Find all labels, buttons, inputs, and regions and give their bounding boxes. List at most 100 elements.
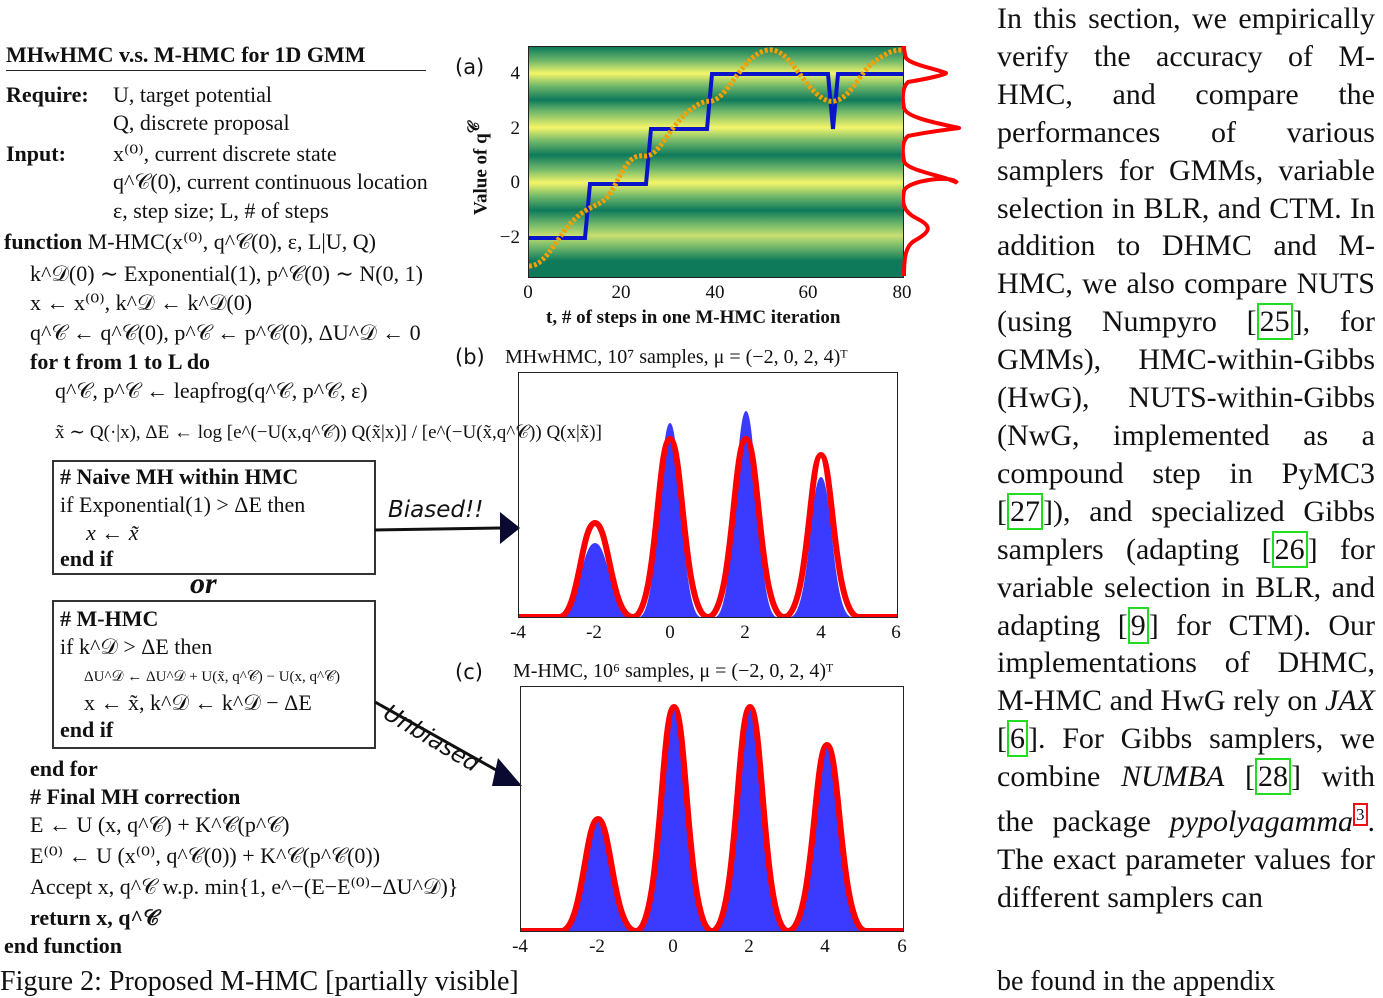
a-ytick: 4 (510, 63, 521, 84)
jax-term: JAX (1325, 684, 1375, 718)
panel-b-chart (519, 411, 897, 621)
c-xtick: -2 (589, 936, 605, 957)
citation-link[interactable]: 28 (1254, 758, 1291, 796)
box1-end: end if (60, 546, 114, 571)
ylabel-sup: 𝒞 (466, 121, 483, 134)
a-ytick: 0 (510, 172, 521, 193)
algo-line-2: x ← x⁽⁰⁾, k^𝒟 ← k^𝒟(0) (30, 290, 253, 315)
b-xtick: 0 (665, 622, 675, 643)
b-xtick: 2 (740, 622, 750, 643)
box1-if-line: if Exponential(1) > ΔE then (60, 492, 306, 517)
body-text: In this section, we empirically verify t… (997, 2, 1375, 339)
box2-end: end if (60, 717, 114, 742)
algorithm-block: MHwHMC v.s. M-HMC for 1D GMM Require: U,… (0, 0, 602, 960)
histogram-c (561, 707, 862, 931)
function-sig: M-HMC(x⁽⁰⁾, q^𝒞(0), ε, L|U, Q) (87, 229, 376, 254)
naive-mh-box: # Naive MH within HMC if Exponential(1) … (52, 460, 376, 575)
panel-b-tag: (b) (455, 345, 485, 369)
panel-a-ylabel: Value of q𝒞 (466, 122, 492, 215)
continuous-location-line (529, 47, 903, 269)
body-text: . The exact parameter values for differe… (997, 805, 1375, 914)
require-line-1: U, target potential (113, 82, 273, 107)
function-signature: function M-HMC(x⁽⁰⁾, q^𝒞(0), ε, L|U, Q) (4, 229, 376, 255)
end-for: end for (30, 756, 98, 781)
footnote-link[interactable]: 3 (1353, 803, 1368, 827)
final-heading: # Final MH correction (30, 784, 241, 809)
b-xtick: -2 (586, 622, 602, 643)
density-curve (902, 46, 962, 276)
box1-heading: # Naive MH within HMC (60, 464, 299, 489)
algo-line-4: q^𝒞, p^𝒞 ← leapfrog(q^𝒞, p^𝒞, ε) (55, 378, 368, 403)
panel-c-chart (521, 703, 903, 935)
panel-a-xlabel: t, # of steps in one M-HMC iteration (546, 307, 841, 328)
c-xtick: 0 (668, 936, 678, 957)
figure-caption: Figure 2: Proposed M-HMC [partially visi… (0, 966, 519, 997)
panel-a-side-density (902, 46, 962, 276)
algo-line-1: k^𝒟(0) ∼ Exponential(1), p^𝒞(0) ∼ N(0, 1… (30, 261, 423, 286)
b-xtick: 4 (816, 622, 826, 643)
input-line-1: x⁽⁰⁾, current discrete state (113, 141, 337, 166)
body-paragraph: In this section, we empirically verify t… (997, 0, 1375, 917)
or-label: or (190, 567, 217, 600)
a-ytick: 2 (510, 118, 521, 139)
panel-a-tag: (a) (455, 55, 485, 79)
body-text: ]. For Gibbs samplers, we combine (997, 722, 1375, 794)
mhmc-box: # M-HMC if k^𝒟 > ΔE then ΔU^𝒟 ← ΔU^𝒟 + U… (52, 600, 376, 749)
citation-link[interactable]: 9 (1127, 606, 1149, 644)
box2-body-1: ΔU^𝒟 ← ΔU^𝒟 + U(x̃, q^𝒞) − U(x, q^𝒞) (84, 669, 340, 685)
body-text: ]), and specialized Gibbs samplers (adap… (997, 494, 1375, 566)
end-function: end function (4, 933, 122, 958)
a-xtick: 80 (892, 282, 912, 303)
a-xtick: 20 (611, 282, 631, 303)
ylabel-text: Value of q (470, 133, 492, 215)
b-xtick: 6 (891, 622, 901, 643)
body-text: ] with the package (997, 760, 1375, 839)
citation-link[interactable]: 27 (1007, 492, 1043, 530)
panel-b-plot (518, 372, 898, 621)
require-label: Require: (6, 82, 89, 107)
a-xtick: 60 (798, 282, 818, 303)
return-line: return x, q^𝒞 (30, 905, 160, 930)
panel-b-title: MHwHMC, 10⁷ samples, μ = (−2, 0, 2, 4)ᵀ (505, 346, 848, 368)
panel-c-title: M-HMC, 10⁶ samples, μ = (−2, 0, 2, 4)ᵀ (513, 660, 834, 682)
input-line-2: q^𝒞(0), current continuous location (113, 169, 428, 194)
input-label: Input: (6, 141, 66, 166)
box2-body-2: x ← x̃, k^𝒟 ← k^𝒟 − ΔE (84, 690, 312, 715)
panel-a-plot (528, 46, 904, 278)
unbiased-arrowhead-icon (492, 758, 522, 786)
require-line-2: Q, discrete proposal (113, 110, 290, 135)
a-ytick: −2 (499, 227, 520, 248)
c-xtick: -4 (512, 936, 528, 957)
body-text: ], for GMMs), HMC-within-Gibbs (HwG), NU… (997, 305, 1375, 528)
panel-a-trajectories (529, 47, 903, 269)
unbiased-arrow-line (374, 700, 506, 777)
citation-link[interactable]: 26 (1271, 530, 1308, 568)
a-xtick: 0 (523, 282, 533, 303)
biased-arrowhead-icon (500, 512, 520, 544)
c-xtick: 4 (820, 936, 830, 957)
algo-line-3: q^𝒞 ← q^𝒞(0), p^𝒞 ← p^𝒞(0), ΔU^𝒟 ← 0 (30, 320, 421, 345)
density-b (519, 435, 897, 621)
biased-label: Biased!! (388, 497, 484, 523)
a-xtick: 40 (705, 282, 725, 303)
pypolyagamma-term: pypolyagamma (1169, 805, 1353, 839)
algorithm-title: MHwHMC v.s. M-HMC for 1D GMM (6, 42, 426, 71)
body-text: [ (1224, 760, 1255, 794)
algo-line-6: E ← U (x, q^𝒞) + K^𝒞(p^𝒞) (30, 812, 290, 837)
for-loop-line: for t from 1 to L do (30, 349, 211, 374)
algo-line-7: E⁽⁰⁾ ← U (x⁽⁰⁾, q^𝒞(0)) + K^𝒞(p^𝒞(0)) (30, 843, 381, 868)
algo-line-5: x̃ ∼ Q(·|x), ΔE ← log [e^(−U(x,q^𝒞)) Q(x… (55, 422, 602, 443)
panel-c-tag: (c) (455, 660, 483, 684)
density-c (521, 703, 903, 935)
c-xtick: 2 (744, 936, 754, 957)
caption-continuation: be found in the appendix (997, 966, 1276, 997)
input-line-3: ε, step size; L, # of steps (113, 198, 329, 223)
citation-link[interactable]: 6 (1007, 720, 1028, 758)
box2-if-line: if k^𝒟 > ΔE then (60, 634, 213, 659)
body-text: ] for variable selection in BLR, and ada… (997, 532, 1375, 642)
b-xtick: -4 (510, 622, 526, 643)
body-text: ] for CTM). Our implementations of DHMC,… (997, 608, 1375, 718)
algo-line-8: Accept x, q^𝒞 w.p. min{1, e^−(E−E⁽⁰⁾−ΔU^… (30, 874, 459, 899)
citation-link[interactable]: 25 (1256, 303, 1293, 341)
numba-term: NUMBA (1120, 760, 1225, 794)
